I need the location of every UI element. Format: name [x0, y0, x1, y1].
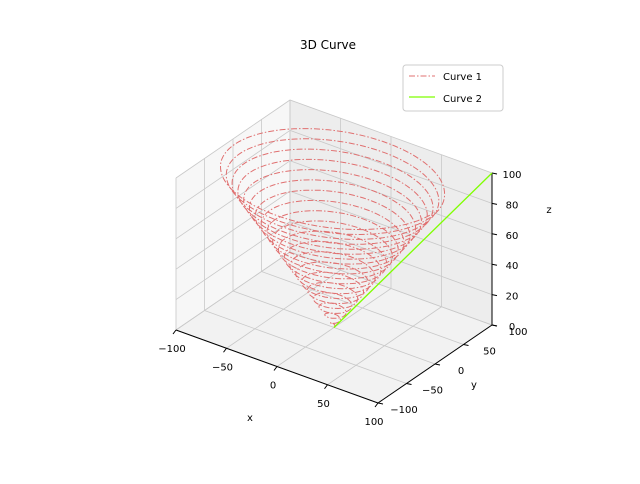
x-tick — [324, 384, 328, 390]
grid-z-back — [289, 251, 493, 326]
tick-labels: −100−50050100−100−50050100020406080100xy… — [158, 170, 551, 428]
x-tick-label: 50 — [317, 399, 330, 410]
curve-2-line — [333, 172, 493, 328]
grid-z-left — [175, 251, 291, 331]
y-tick — [406, 383, 412, 385]
z-tick — [491, 324, 498, 327]
curve-1-conical-helix — [219, 128, 446, 328]
x-tick-label: 100 — [364, 417, 383, 428]
x-tick-label: 0 — [270, 381, 276, 392]
grid-z-left — [175, 190, 291, 270]
z-tick — [491, 233, 498, 236]
curves — [219, 128, 493, 328]
z-tick-label: 0 — [509, 322, 515, 333]
x-tick — [273, 366, 278, 371]
y-tick-label: −50 — [422, 386, 443, 397]
legend-label-curve-2: Curve 2 — [443, 94, 482, 105]
y-tick — [434, 363, 441, 366]
grid-z-back — [289, 221, 493, 295]
legend: Curve 1 Curve 2 — [402, 64, 504, 112]
y-tick — [377, 402, 384, 405]
x-tick-label: −50 — [212, 362, 233, 373]
legend-label-curve-1: Curve 1 — [443, 72, 482, 83]
chart-title: 3D Curve — [300, 38, 356, 52]
grid-z-left — [175, 130, 291, 209]
z-tick — [491, 263, 498, 266]
z-tick — [491, 202, 498, 205]
x-tick-label: −100 — [158, 344, 185, 355]
y-tick-label: 50 — [483, 347, 496, 358]
z-tick-label: 40 — [506, 261, 519, 272]
z-tick-label: 100 — [502, 170, 521, 181]
grid-z-back — [289, 130, 493, 204]
x-axis-label: x — [247, 413, 253, 424]
z-tick — [491, 172, 498, 175]
x-tick — [374, 402, 379, 408]
y-tick-label: −100 — [390, 405, 417, 416]
z-tick — [491, 294, 498, 297]
z-axis-label: z — [546, 205, 551, 216]
legend-box — [402, 64, 504, 112]
x-tick — [172, 329, 177, 335]
y-tick-label: 0 — [458, 366, 464, 377]
grid-z-back — [289, 190, 493, 265]
z-tick-label: 20 — [506, 292, 519, 303]
grid-y-floor — [204, 310, 407, 384]
y-tick-label: 100 — [508, 327, 527, 338]
grid-z-left — [175, 160, 291, 240]
grid-z-back — [289, 99, 493, 174]
z-tick-label: 80 — [506, 200, 519, 211]
x-tick — [223, 347, 227, 353]
y-axis-label: y — [471, 380, 477, 391]
axis-lines — [172, 172, 498, 408]
grid-z-left — [175, 99, 291, 179]
grid-y-floor — [261, 271, 464, 345]
y-tick — [463, 344, 469, 346]
z-tick-label: 60 — [506, 231, 519, 242]
grid-z-back — [289, 160, 493, 235]
